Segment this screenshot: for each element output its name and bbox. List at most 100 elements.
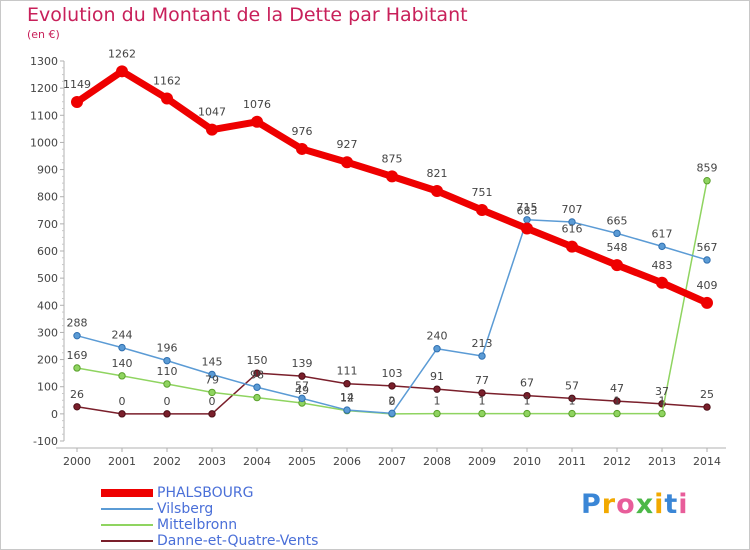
data-label: 145 bbox=[202, 356, 223, 369]
data-label: 1262 bbox=[108, 47, 136, 60]
data-label: 12 bbox=[340, 392, 354, 405]
data-point bbox=[388, 409, 396, 418]
logo-letter: i bbox=[678, 489, 689, 520]
data-label: 49 bbox=[295, 384, 309, 397]
data-point bbox=[71, 95, 83, 108]
data-point bbox=[611, 259, 623, 272]
data-point bbox=[208, 370, 216, 379]
data-point bbox=[251, 115, 263, 128]
data-point bbox=[298, 372, 306, 380]
data-label: 1 bbox=[524, 395, 531, 408]
legend-item: Vilsberg bbox=[101, 501, 318, 517]
data-label: 821 bbox=[427, 167, 448, 180]
data-label: 567 bbox=[697, 241, 718, 254]
data-label: 244 bbox=[112, 329, 133, 342]
data-label: 665 bbox=[607, 214, 628, 227]
x-tick-label: 2008 bbox=[423, 455, 451, 468]
data-point bbox=[703, 256, 711, 264]
y-tick-label: 600 bbox=[37, 245, 58, 258]
data-point bbox=[386, 170, 398, 183]
data-point bbox=[388, 382, 396, 390]
y-tick-label: 1200 bbox=[30, 82, 58, 95]
data-point bbox=[478, 409, 486, 418]
data-label: 1 bbox=[479, 395, 486, 408]
data-label: 110 bbox=[157, 365, 178, 378]
data-label: 14 bbox=[340, 391, 354, 404]
data-point bbox=[116, 65, 128, 78]
legend: PHALSBOURG Vilsberg Mittelbronn Danne-et-Qu… bbox=[101, 485, 318, 549]
x-tick-label: 2005 bbox=[288, 455, 316, 468]
y-tick-label: 700 bbox=[37, 218, 58, 231]
x-tick-label: 2009 bbox=[468, 455, 496, 468]
data-label: 927 bbox=[337, 138, 358, 151]
y-tick-label: 500 bbox=[37, 272, 58, 285]
data-point bbox=[73, 331, 81, 340]
x-tick-label: 2013 bbox=[648, 455, 676, 468]
data-label: 548 bbox=[607, 241, 628, 254]
data-point bbox=[568, 218, 576, 226]
data-point bbox=[118, 343, 126, 352]
x-tick-label: 2004 bbox=[243, 455, 271, 468]
data-label: 1 bbox=[659, 395, 666, 408]
data-point bbox=[253, 393, 261, 402]
data-label: 0 bbox=[119, 395, 126, 408]
legend-item: PHALSBOURG bbox=[101, 485, 318, 501]
chart-title: Evolution du Montant de la Dette par Hab… bbox=[27, 4, 468, 26]
data-point bbox=[431, 185, 443, 198]
data-point bbox=[433, 345, 441, 353]
x-tick-label: 2011 bbox=[558, 455, 586, 468]
data-point bbox=[341, 156, 353, 169]
x-tick-label: 2010 bbox=[513, 455, 541, 468]
data-label: 0 bbox=[389, 395, 396, 408]
data-label: 47 bbox=[610, 382, 624, 395]
data-point bbox=[208, 410, 216, 418]
data-point bbox=[523, 391, 531, 400]
data-label: 26 bbox=[70, 388, 84, 401]
y-tick-label: 200 bbox=[37, 354, 58, 367]
legend-swatch bbox=[101, 540, 153, 542]
y-tick-label: 1300 bbox=[30, 55, 58, 68]
data-label: 91 bbox=[430, 370, 444, 383]
data-label: 715 bbox=[517, 201, 538, 214]
data-label: 57 bbox=[565, 379, 579, 392]
data-label: 1047 bbox=[198, 106, 226, 119]
y-tick-label: 1000 bbox=[30, 136, 58, 149]
data-point bbox=[568, 394, 576, 403]
x-tick-label: 2003 bbox=[198, 455, 226, 468]
data-point bbox=[163, 410, 171, 418]
data-point bbox=[566, 240, 578, 253]
y-tick-label: 100 bbox=[37, 381, 58, 394]
legend-item: Mittelbronn bbox=[101, 517, 318, 533]
data-point bbox=[343, 380, 351, 388]
data-label: 859 bbox=[697, 162, 718, 175]
data-label: 409 bbox=[697, 279, 718, 292]
y-tick-label: 300 bbox=[37, 326, 58, 339]
logo-letter: r bbox=[601, 489, 617, 520]
data-label: 1 bbox=[614, 395, 621, 408]
line-chart: -100010020030040050060070080090010001100… bbox=[30, 47, 726, 468]
data-label: 0 bbox=[209, 395, 216, 408]
data-label: 196 bbox=[157, 342, 178, 355]
x-tick-label: 2001 bbox=[108, 455, 136, 468]
data-point bbox=[206, 123, 218, 136]
data-label: 1 bbox=[434, 395, 441, 408]
x-tick-label: 2000 bbox=[63, 455, 91, 468]
data-point bbox=[118, 410, 126, 418]
y-tick-label: -100 bbox=[33, 435, 58, 448]
data-point bbox=[613, 397, 621, 405]
legend-label: Danne-et-Quatre-Vents bbox=[157, 533, 319, 549]
data-point bbox=[703, 177, 711, 185]
data-label: 2 bbox=[389, 394, 396, 407]
data-point bbox=[701, 296, 713, 309]
data-point bbox=[521, 222, 533, 235]
data-label: 707 bbox=[562, 203, 583, 216]
data-label: 169 bbox=[67, 349, 88, 362]
data-point bbox=[253, 383, 261, 391]
data-label: 150 bbox=[247, 354, 268, 367]
y-tick-label: 0 bbox=[51, 408, 58, 421]
logo-letter: P bbox=[581, 489, 602, 520]
data-label: 140 bbox=[112, 357, 133, 370]
data-label: 240 bbox=[427, 330, 448, 343]
data-point bbox=[658, 409, 666, 418]
x-tick-label: 2006 bbox=[333, 455, 361, 468]
